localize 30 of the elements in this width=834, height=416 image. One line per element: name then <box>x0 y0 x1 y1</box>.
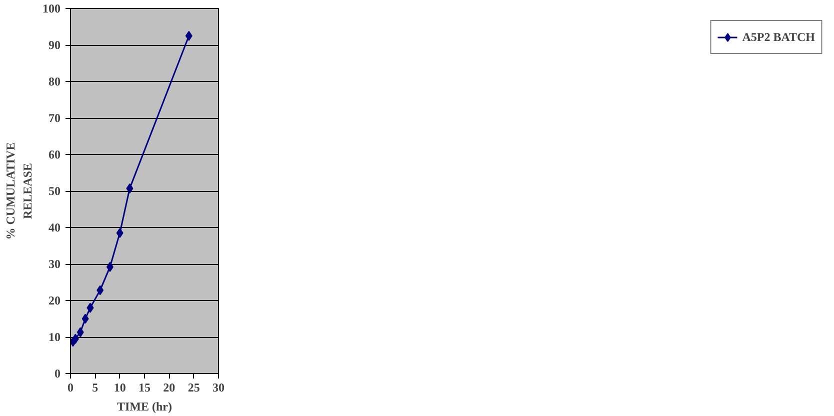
y-tick-label: 40 <box>48 220 60 234</box>
y-tick-label: 10 <box>48 330 60 344</box>
point <box>126 183 134 194</box>
point <box>106 262 114 272</box>
y-tick-label: 50 <box>48 184 60 198</box>
y-tick-label: 100 <box>42 2 60 16</box>
point <box>96 285 104 296</box>
point <box>72 334 79 344</box>
point <box>86 302 94 313</box>
y-tick-label: 20 <box>48 294 60 308</box>
x-axis-title: TIME (hr) <box>117 400 172 414</box>
x-tick-label: 10 <box>114 380 126 394</box>
x-tick-label: 15 <box>138 380 150 394</box>
x-tick-label: 20 <box>163 380 176 394</box>
y-tick-label: 80 <box>48 74 60 88</box>
point <box>185 30 192 41</box>
y-tick-label: 0 <box>54 366 60 380</box>
point <box>82 314 89 324</box>
y-tick-label: 90 <box>48 38 60 52</box>
y-tick-label: 30 <box>48 257 60 271</box>
x-tick-label: 0 <box>68 380 74 394</box>
point <box>76 327 84 338</box>
x-tick-label: 25 <box>188 380 200 394</box>
y-tick-label: 60 <box>48 148 60 162</box>
x-tick-label: 5 <box>92 380 98 394</box>
y-axis-title: % CUMULATIVE RELEASE <box>4 142 34 240</box>
legend-label: A5P2 BATCH <box>742 30 815 44</box>
point <box>116 228 124 238</box>
x-tick-label: 30 <box>212 380 224 394</box>
y-tick-label: 70 <box>48 111 60 125</box>
